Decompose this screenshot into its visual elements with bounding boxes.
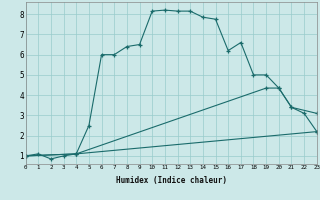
X-axis label: Humidex (Indice chaleur): Humidex (Indice chaleur) (116, 176, 227, 185)
